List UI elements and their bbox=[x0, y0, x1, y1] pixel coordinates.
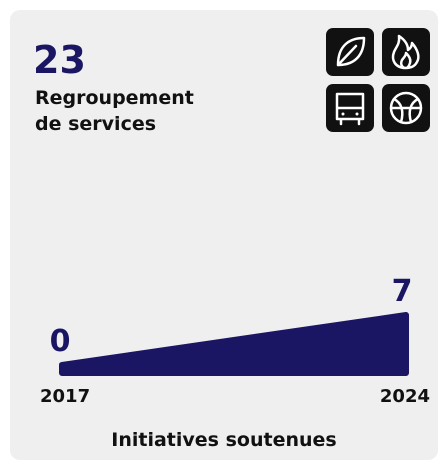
chart-title: Initiatives soutenues bbox=[111, 429, 336, 451]
ball-lines bbox=[390, 97, 422, 124]
value-label: 0 bbox=[50, 324, 71, 359]
stat-label: Regroupement bbox=[35, 87, 194, 109]
bus-light bbox=[341, 112, 345, 116]
bus-icon bbox=[335, 92, 365, 126]
fire-icon bbox=[391, 34, 420, 70]
x-tick-label: 2024 bbox=[380, 386, 430, 407]
icons bbox=[326, 28, 430, 132]
leaf-icon bbox=[336, 36, 366, 67]
area bbox=[59, 312, 409, 376]
stat-label: de services bbox=[35, 113, 156, 135]
stat-value: 23 bbox=[33, 38, 86, 82]
x-tick-label: 2017 bbox=[40, 386, 90, 407]
bus-light bbox=[355, 112, 359, 116]
value-label: 7 bbox=[392, 274, 413, 309]
